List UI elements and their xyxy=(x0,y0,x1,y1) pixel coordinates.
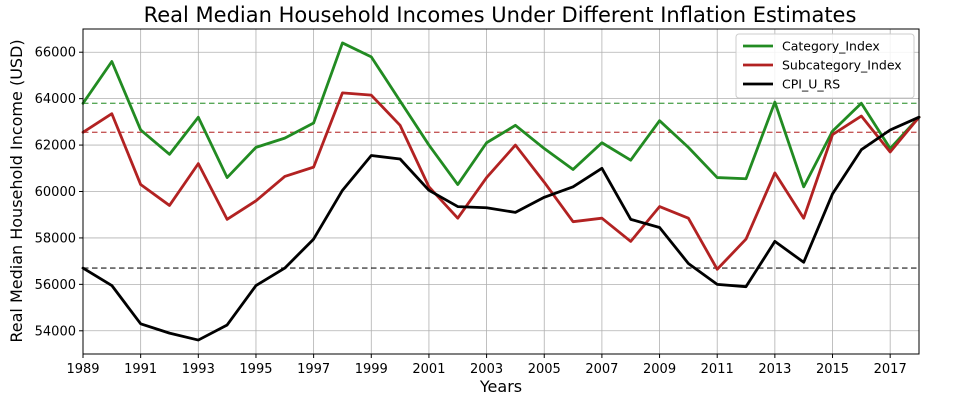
x-tick-label: 2005 xyxy=(528,362,561,377)
series-line-cpi-u-rs xyxy=(81,115,921,342)
x-tick-label: 2009 xyxy=(643,362,676,377)
y-tick-label: 54000 xyxy=(35,324,76,339)
legend: Category_Index Subcategory_Index CPI_U_RS xyxy=(735,33,915,99)
x-tick-label: 2011 xyxy=(701,362,734,377)
y-tick-label: 62000 xyxy=(35,139,76,154)
legend-label: Subcategory_Index xyxy=(782,58,902,73)
chart-title: Real Median Household Incomes Under Diff… xyxy=(144,3,857,27)
y-axis-label: Real Median Household Income (USD) xyxy=(7,39,26,342)
x-tick-label: 2001 xyxy=(412,362,445,377)
y-axis-ticks: 54000 56000 58000 60000 62000 64000 66000 xyxy=(35,46,83,339)
legend-label: CPI_U_RS xyxy=(782,77,840,92)
x-tick-label: 2017 xyxy=(874,362,907,377)
x-tick-label: 1999 xyxy=(355,362,388,377)
series-line-subcategory-index xyxy=(81,91,921,271)
x-axis-ticks: 1989 1991 1993 1995 1997 1999 2001 2003 2005 2007… xyxy=(66,354,907,377)
y-tick-label: 60000 xyxy=(35,185,76,200)
y-tick-label: 66000 xyxy=(35,46,76,61)
x-tick-label: 1995 xyxy=(239,362,272,377)
y-tick-label: 64000 xyxy=(35,92,76,107)
x-tick-label: 1991 xyxy=(124,362,157,377)
x-tick-label: 1997 xyxy=(297,362,330,377)
legend-box xyxy=(735,33,915,99)
legend-label: Category_Index xyxy=(782,39,880,54)
x-tick-label: 1989 xyxy=(66,362,99,377)
y-tick-label: 56000 xyxy=(35,278,76,293)
x-tick-label: 2013 xyxy=(758,362,791,377)
y-tick-label: 58000 xyxy=(35,231,76,246)
mean-reference-lines xyxy=(83,102,919,269)
x-tick-label: 2003 xyxy=(470,362,503,377)
x-axis-label: Years xyxy=(479,377,522,396)
series-line-category-index xyxy=(81,41,921,189)
series-lines xyxy=(81,41,921,342)
x-tick-label: 2007 xyxy=(585,362,618,377)
x-tick-label: 2015 xyxy=(816,362,849,377)
x-tick-label: 1993 xyxy=(182,362,215,377)
